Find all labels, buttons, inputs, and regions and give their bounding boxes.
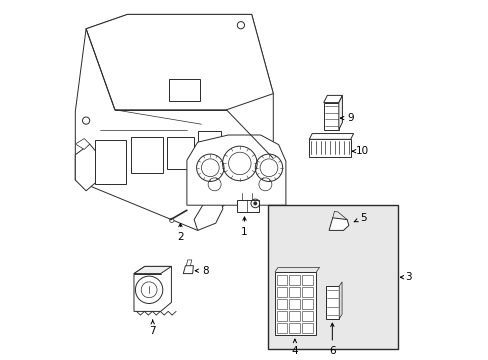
- Polygon shape: [86, 14, 273, 110]
- Polygon shape: [338, 95, 342, 130]
- Polygon shape: [75, 139, 89, 149]
- Polygon shape: [328, 218, 348, 230]
- Polygon shape: [75, 144, 99, 191]
- Bar: [302, 287, 312, 297]
- Bar: [302, 275, 312, 285]
- Bar: [267, 205, 397, 349]
- Bar: [197, 131, 221, 160]
- Bar: [289, 311, 300, 321]
- Text: 7: 7: [149, 320, 156, 336]
- Text: 4: 4: [291, 339, 298, 356]
- Bar: [167, 137, 194, 169]
- Polygon shape: [134, 266, 171, 274]
- Bar: [302, 299, 312, 309]
- Text: 5: 5: [353, 213, 366, 223]
- Bar: [131, 137, 163, 173]
- Text: 1: 1: [241, 217, 247, 237]
- Circle shape: [253, 202, 257, 205]
- Bar: [302, 323, 312, 333]
- Text: 8: 8: [195, 266, 208, 276]
- Polygon shape: [186, 260, 191, 266]
- Polygon shape: [186, 135, 285, 205]
- Text: 3: 3: [400, 272, 410, 282]
- Bar: [276, 311, 287, 321]
- Text: 9: 9: [340, 113, 353, 123]
- Bar: [275, 272, 316, 335]
- Bar: [95, 140, 125, 184]
- Polygon shape: [194, 194, 223, 230]
- Bar: [168, 79, 199, 101]
- Bar: [325, 286, 339, 319]
- Bar: [289, 275, 300, 285]
- Bar: [289, 323, 300, 333]
- Bar: [309, 139, 350, 157]
- Polygon shape: [134, 266, 171, 311]
- Bar: [276, 323, 287, 333]
- Polygon shape: [309, 134, 353, 139]
- Bar: [302, 311, 312, 321]
- Text: 2: 2: [177, 224, 183, 242]
- Bar: [276, 299, 287, 309]
- Polygon shape: [183, 266, 193, 274]
- Bar: [276, 287, 287, 297]
- Bar: [237, 200, 258, 212]
- Polygon shape: [75, 14, 273, 230]
- Bar: [323, 103, 338, 130]
- Polygon shape: [339, 282, 342, 319]
- Circle shape: [169, 218, 174, 222]
- Bar: [276, 275, 287, 285]
- Bar: [289, 299, 300, 309]
- Polygon shape: [323, 95, 342, 103]
- Text: 6: 6: [328, 323, 335, 356]
- Bar: [289, 287, 300, 297]
- Text: 10: 10: [351, 146, 368, 156]
